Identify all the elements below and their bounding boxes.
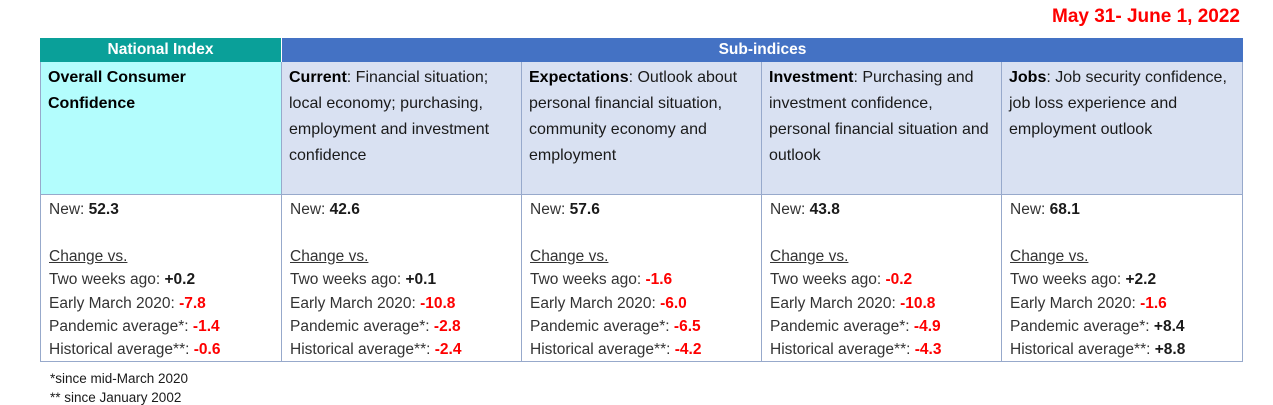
change-value: -0.6 xyxy=(193,341,221,359)
new-value-line: New: 57.6 xyxy=(530,198,757,221)
new-value: 42.6 xyxy=(329,201,360,218)
data-cell-jobs: New: 68.1 Change vs. Two weeks ago: +2.2… xyxy=(1002,195,1243,362)
change-early-march: Early March 2020: -6.0 xyxy=(530,294,687,312)
spacer-line xyxy=(49,221,277,244)
description-cell-jobs: Jobs: Job security confidence, job loss … xyxy=(1002,62,1243,195)
new-value-line: New: 43.8 xyxy=(770,198,997,221)
change-value: +2.2 xyxy=(1125,271,1157,289)
change-value: -1.4 xyxy=(192,317,220,335)
description-cell-expectations: Expectations: Outlook about personal fin… xyxy=(522,62,762,195)
spacer-line xyxy=(290,221,517,244)
new-value-line: New: 68.1 xyxy=(1010,198,1238,221)
header-national-index: National Index xyxy=(40,38,282,62)
spacer-line xyxy=(1010,221,1238,244)
data-row: New: 52.3 Change vs. Two weeks ago: +0.2… xyxy=(40,195,1243,362)
change-value: +0.1 xyxy=(405,271,437,289)
change-heading: Change vs. xyxy=(49,247,128,265)
change-value: -1.6 xyxy=(1140,294,1167,312)
change-value: -6.5 xyxy=(673,317,701,335)
change-two-weeks: Two weeks ago: +2.2 xyxy=(1010,271,1157,289)
new-label: New: xyxy=(1010,201,1046,218)
change-early-march: Early March 2020: -10.8 xyxy=(770,294,936,312)
spacer-line xyxy=(770,221,997,244)
new-value-line: New: 52.3 xyxy=(49,198,277,221)
new-value: 68.1 xyxy=(1049,201,1080,218)
change-heading: Change vs. xyxy=(290,247,369,265)
change-pandemic-avg: Pandemic average*: -6.5 xyxy=(530,317,701,335)
consumer-confidence-table: National Index Sub-indices Overall Consu… xyxy=(40,38,1243,362)
change-two-weeks: Two weeks ago: +0.1 xyxy=(290,271,437,289)
description-expectations: : Outlook about personal financial situa… xyxy=(529,69,738,164)
change-two-weeks: Two weeks ago: -1.6 xyxy=(530,271,673,289)
data-cell-expectations: New: 57.6 Change vs. Two weeks ago: -1.6… xyxy=(522,195,762,362)
change-historical-avg: Historical average**: -4.3 xyxy=(770,341,942,359)
header-sub-indices: Sub-indices xyxy=(282,38,1243,62)
footnote-historical: ** since January 2002 xyxy=(50,390,182,405)
change-value: +8.4 xyxy=(1153,317,1185,335)
new-value: 57.6 xyxy=(569,201,600,218)
description-current: : Financial situation; local economy; pu… xyxy=(289,69,490,164)
description-cell-investment: Investment: Purchasing and investment co… xyxy=(762,62,1002,195)
change-heading: Change vs. xyxy=(1010,247,1089,265)
term-overall: Overall Consumer Confidence xyxy=(48,69,186,112)
term-investment: Investment xyxy=(769,69,854,86)
new-value: 43.8 xyxy=(809,201,840,218)
change-value: -4.3 xyxy=(914,341,942,359)
change-value: -4.9 xyxy=(913,317,941,335)
change-pandemic-avg: Pandemic average*: -1.4 xyxy=(49,317,220,335)
term-current: Current xyxy=(289,69,347,86)
change-value: -10.8 xyxy=(900,294,936,312)
change-pandemic-avg: Pandemic average*: -2.8 xyxy=(290,317,461,335)
change-early-march: Early March 2020: -10.8 xyxy=(290,294,456,312)
change-value: -0.2 xyxy=(885,271,913,289)
change-pandemic-avg: Pandemic average*: +8.4 xyxy=(1010,317,1185,335)
change-two-weeks: Two weeks ago: +0.2 xyxy=(49,271,196,289)
description-investment: : Purchasing and investment confidence, … xyxy=(769,69,989,164)
change-two-weeks: Two weeks ago: -0.2 xyxy=(770,271,913,289)
change-historical-avg: Historical average**: -4.2 xyxy=(530,341,702,359)
new-label: New: xyxy=(770,201,806,218)
change-value: -1.6 xyxy=(645,271,673,289)
change-heading: Change vs. xyxy=(770,247,849,265)
spacer-line xyxy=(530,221,757,244)
footnote-pandemic: *since mid-March 2020 xyxy=(50,371,189,386)
new-label: New: xyxy=(290,201,326,218)
new-label: New: xyxy=(530,201,566,218)
new-value-line: New: 42.6 xyxy=(290,198,517,221)
change-value: -10.8 xyxy=(420,294,456,312)
change-historical-avg: Historical average**: +8.8 xyxy=(1010,341,1186,359)
change-value: +0.2 xyxy=(164,271,196,289)
change-historical-avg: Historical average**: -2.4 xyxy=(290,341,462,359)
new-label: New: xyxy=(49,201,85,218)
table-header-row: National Index Sub-indices xyxy=(40,38,1243,62)
description-cell-overall: Overall Consumer Confidence xyxy=(40,62,282,195)
change-value: -7.8 xyxy=(179,294,206,312)
new-value: 52.3 xyxy=(88,201,119,218)
change-early-march: Early March 2020: -1.6 xyxy=(1010,294,1167,312)
description-row: Overall Consumer Confidence Current: Fin… xyxy=(40,62,1243,195)
date-label: May 31- June 1, 2022 xyxy=(1052,6,1240,27)
footnotes: *since mid-March 2020 ** since January 2… xyxy=(50,369,188,405)
data-cell-investment: New: 43.8 Change vs. Two weeks ago: -0.2… xyxy=(762,195,1002,362)
change-early-march: Early March 2020: -7.8 xyxy=(49,294,206,312)
change-value: -2.8 xyxy=(433,317,461,335)
term-jobs: Jobs xyxy=(1009,69,1047,86)
change-value: -6.0 xyxy=(660,294,687,312)
change-heading: Change vs. xyxy=(530,247,609,265)
description-jobs: : Job security confidence, job loss expe… xyxy=(1009,69,1227,138)
change-value: -2.4 xyxy=(434,341,462,359)
change-pandemic-avg: Pandemic average*: -4.9 xyxy=(770,317,941,335)
term-expectations: Expectations xyxy=(529,69,629,86)
change-value: +8.8 xyxy=(1154,341,1186,359)
description-cell-current: Current: Financial situation; local econ… xyxy=(282,62,522,195)
change-historical-avg: Historical average**: -0.6 xyxy=(49,341,221,359)
data-cell-current: New: 42.6 Change vs. Two weeks ago: +0.1… xyxy=(282,195,522,362)
change-value: -4.2 xyxy=(674,341,702,359)
data-cell-overall: New: 52.3 Change vs. Two weeks ago: +0.2… xyxy=(40,195,282,362)
